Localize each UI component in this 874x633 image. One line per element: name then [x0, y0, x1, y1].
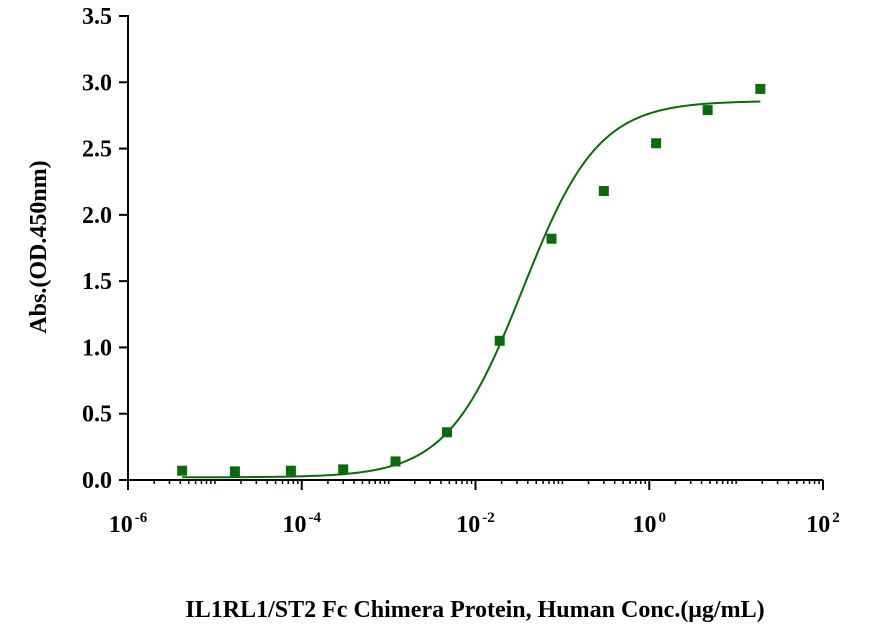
fit-curve-layer — [182, 100, 761, 479]
data-point — [229, 466, 240, 477]
y-tick-label: 2.5 — [82, 137, 112, 163]
y-tick-label: 1.0 — [82, 335, 112, 361]
x-tick-label: 10 0 — [633, 510, 667, 538]
data-point — [755, 83, 766, 94]
data-point — [651, 138, 662, 149]
x-axis-title: IL1RL1/ST2 Fc Chimera Protein, Human Con… — [185, 597, 764, 623]
fit-curve — [182, 100, 761, 479]
y-tick-label: 3.5 — [82, 4, 112, 30]
data-point — [494, 335, 505, 346]
data-point — [702, 105, 713, 116]
y-tick-label: 1.5 — [82, 269, 112, 295]
x-tick-label: 10 -2 — [456, 510, 495, 538]
data-point — [390, 456, 401, 467]
y-tick-label: 2.0 — [82, 203, 112, 229]
x-tick-label: 10 2 — [806, 510, 840, 538]
y-tick-label: 3.0 — [82, 70, 112, 96]
y-tick-label: 0.5 — [82, 402, 112, 428]
x-tick-label: 10 -4 — [283, 510, 322, 538]
y-tick-label: 0.0 — [82, 468, 112, 494]
data-point — [338, 464, 349, 475]
data-point — [598, 185, 609, 196]
x-tick-label: 10 -6 — [109, 510, 148, 538]
y-axis-title: Abs.(OD.450nm) — [26, 160, 52, 333]
data-points — [177, 83, 766, 477]
data-point — [177, 465, 188, 476]
y-axis: 0.0 0.5 1.0 1.5 2.0 2.5 3.0 3.5 — [82, 4, 129, 494]
data-point — [546, 233, 557, 244]
x-axis: 10 -6 10 -4 10 -2 10 0 10 2 — [109, 479, 840, 538]
data-point — [285, 465, 296, 476]
data-point — [442, 427, 453, 438]
